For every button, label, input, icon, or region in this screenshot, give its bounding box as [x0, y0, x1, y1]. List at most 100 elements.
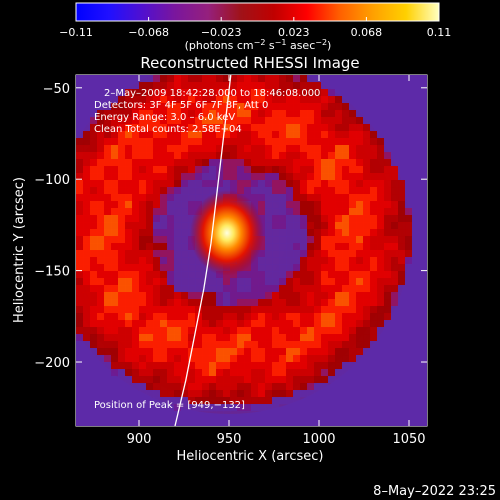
- heatmap-pixel: [188, 159, 196, 167]
- heatmap-pixel: [335, 313, 343, 321]
- heatmap-pixel: [237, 124, 245, 132]
- heatmap-pixel: [328, 96, 336, 104]
- heatmap-pixel: [391, 215, 399, 223]
- heatmap-pixel: [202, 327, 210, 335]
- heatmap-pixel: [76, 278, 84, 286]
- heatmap-pixel: [174, 257, 182, 265]
- heatmap-pixel: [349, 404, 357, 412]
- heatmap-pixel: [153, 306, 161, 314]
- heatmap-pixel: [405, 117, 413, 125]
- heatmap-pixel: [167, 124, 175, 132]
- heatmap-pixel: [342, 194, 350, 202]
- heatmap-pixel: [76, 285, 84, 293]
- heatmap-pixel: [391, 418, 399, 426]
- heatmap-pixel: [104, 208, 112, 216]
- heatmap-pixel: [265, 243, 273, 251]
- heatmap-pixel: [111, 306, 119, 314]
- heatmap-pixel: [272, 348, 280, 356]
- heatmap-pixel: [342, 362, 350, 370]
- heatmap-pixel: [265, 369, 273, 377]
- heatmap-pixel: [244, 117, 252, 125]
- heatmap-pixel: [104, 271, 112, 279]
- heatmap-pixel: [174, 166, 182, 174]
- heatmap-pixel: [90, 208, 98, 216]
- heatmap-pixel: [384, 201, 392, 209]
- heatmap-pixel: [118, 278, 126, 286]
- heatmap-pixel: [384, 159, 392, 167]
- heatmap-pixel: [328, 425, 336, 426]
- heatmap-pixel: [391, 103, 399, 111]
- heatmap-pixel: [188, 411, 196, 419]
- heatmap-pixel: [419, 159, 427, 167]
- heatmap-pixel: [321, 75, 329, 83]
- heatmap-pixel: [209, 285, 217, 293]
- heatmap-pixel: [405, 124, 413, 132]
- heatmap-pixel: [76, 383, 84, 391]
- heatmap-pixel: [195, 257, 203, 265]
- heatmap-pixel: [125, 271, 133, 279]
- heatmap-pixel: [356, 215, 364, 223]
- heatmap-pixel: [181, 320, 189, 328]
- heatmap-pixel: [349, 131, 357, 139]
- heatmap-pixel: [342, 418, 350, 426]
- heatmap-pixel: [251, 131, 259, 139]
- heatmap-pixel: [384, 96, 392, 104]
- heatmap-pixel: [139, 82, 147, 90]
- heatmap-pixel: [349, 222, 357, 230]
- heatmap-pixel: [272, 313, 280, 321]
- heatmap-pixel: [405, 376, 413, 384]
- heatmap-pixel: [195, 180, 203, 188]
- heatmap-pixel: [377, 264, 385, 272]
- heatmap-pixel: [188, 243, 196, 251]
- heatmap-pixel: [412, 397, 420, 405]
- heatmap-pixel: [111, 187, 119, 195]
- heatmap-pixel: [377, 82, 385, 90]
- heatmap-pixel: [104, 404, 112, 412]
- heatmap-pixel: [258, 208, 266, 216]
- heatmap-pixel: [398, 145, 406, 153]
- heatmap-pixel: [321, 152, 329, 160]
- heatmap-pixel: [321, 201, 329, 209]
- heatmap-pixel: [111, 152, 119, 160]
- heatmap-pixel: [328, 292, 336, 300]
- heatmap-pixel: [405, 194, 413, 202]
- heatmap-pixel: [258, 369, 266, 377]
- heatmap-pixel: [209, 355, 217, 363]
- heatmap-pixel: [76, 131, 84, 139]
- heatmap-pixel: [167, 369, 175, 377]
- heatmap-pixel: [90, 229, 98, 237]
- heatmap-pixel: [132, 117, 140, 125]
- heatmap-pixel: [258, 264, 266, 272]
- heatmap-pixel: [230, 110, 238, 118]
- heatmap-pixel: [188, 96, 196, 104]
- heatmap-pixel: [265, 208, 273, 216]
- heatmap-pixel: [202, 166, 210, 174]
- heatmap-pixel: [160, 257, 168, 265]
- heatmap-pixel: [398, 285, 406, 293]
- heatmap-pixel: [272, 271, 280, 279]
- heatmap-pixel: [398, 243, 406, 251]
- heatmap-pixel: [132, 418, 140, 426]
- heatmap-pixel: [181, 201, 189, 209]
- heatmap-pixel: [181, 110, 189, 118]
- heatmap-pixel: [160, 369, 168, 377]
- heatmap-pixel: [167, 257, 175, 265]
- heatmap-pixel: [90, 383, 98, 391]
- heatmap-pixel: [146, 110, 154, 118]
- heatmap-pixel: [279, 292, 287, 300]
- heatmap-pixel: [335, 82, 343, 90]
- heatmap-pixel: [188, 257, 196, 265]
- heatmap-pixel: [370, 278, 378, 286]
- heatmap-pixel: [419, 320, 427, 328]
- heatmap-pixel: [167, 82, 175, 90]
- heatmap-pixel: [146, 215, 154, 223]
- heatmap-pixel: [223, 285, 231, 293]
- heatmap-pixel: [132, 229, 140, 237]
- heatmap-pixel: [405, 348, 413, 356]
- heatmap-pixel: [279, 341, 287, 349]
- heatmap-pixel: [132, 236, 140, 244]
- heatmap-pixel: [286, 159, 294, 167]
- heatmap-pixel: [111, 110, 119, 118]
- heatmap-pixel: [167, 110, 175, 118]
- heatmap-pixel: [300, 257, 308, 265]
